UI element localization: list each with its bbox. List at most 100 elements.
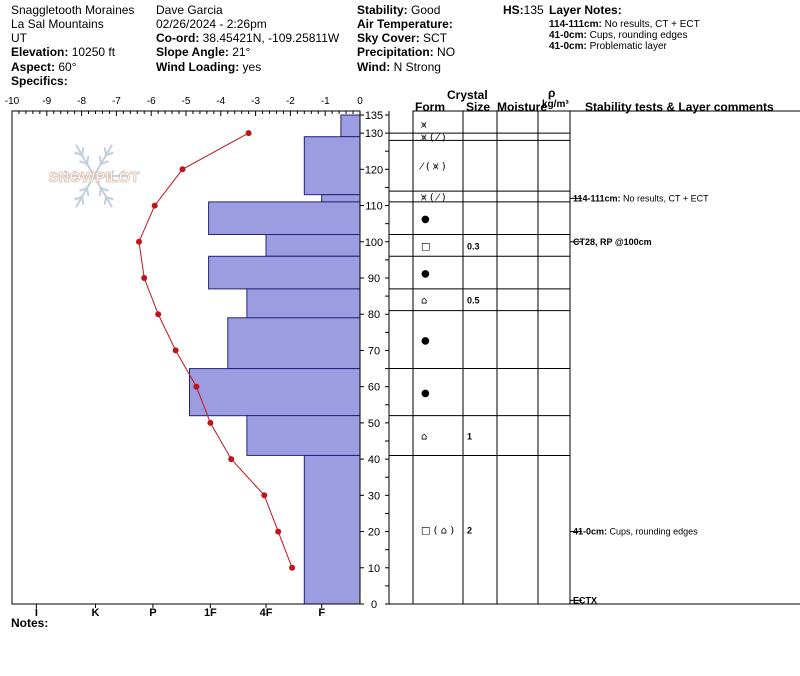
flake-branch [98, 155, 102, 165]
temp-tick-label: -2 [286, 96, 295, 107]
hardness-bar [208, 201, 361, 235]
flake-branch [98, 187, 102, 197]
stability: Stability: Good [357, 3, 441, 17]
flake-branch [63, 175, 71, 182]
flake-branch [63, 170, 71, 177]
coordinates: Co-ord: 38.45421N, -109.25811W [156, 31, 340, 45]
height-tick-label: 0 [371, 599, 377, 611]
hardness-bar [340, 114, 361, 138]
temp-tick-label: -1 [321, 96, 330, 107]
temperature-point [193, 383, 200, 390]
height-tick-label: 90 [368, 273, 380, 285]
location-name: Snaggletooth Moraines [11, 3, 135, 17]
flake-branch [74, 151, 83, 157]
crystal-form: ⁄ ( ⩙ ) [419, 162, 446, 173]
temperature-point [207, 419, 214, 426]
flake-arm [75, 144, 95, 177]
flake-branch [73, 170, 81, 177]
wind-loading: Wind Loading: yes [156, 60, 262, 74]
hardness-label: I [35, 607, 38, 619]
date-time: 02/26/2024 - 2:26pm [156, 17, 267, 31]
crystal-form: ⌂ [421, 296, 427, 307]
layer-notes-title: Layer Notes: [549, 3, 622, 17]
crystal-form: □ ( ⌂ ) [421, 526, 454, 537]
temp-tick-label: -5 [182, 96, 191, 107]
hardness-label: 1F [204, 607, 217, 619]
hardness-bar [246, 288, 361, 319]
flake-branch [103, 147, 107, 156]
flake-branch [81, 196, 85, 205]
slope-angle: Slope Angle: 21° [156, 45, 251, 59]
crystal-form: □ [421, 241, 430, 252]
temp-tick-label: -10 [5, 96, 20, 107]
flake-branch [79, 160, 88, 165]
temperature-point [289, 564, 296, 571]
height-tick-label: 80 [368, 309, 380, 321]
hardness-bar [303, 136, 361, 196]
temperature-point [179, 166, 186, 173]
height-tick-label: 40 [368, 454, 380, 466]
temperature-point [245, 130, 252, 137]
hardness-bar [265, 234, 361, 257]
height-tick-label: 60 [368, 382, 380, 394]
height-tick-label: 110 [365, 201, 383, 213]
state: UT [11, 31, 27, 45]
layer-note: 41-0cm: Cups, rounding edges [549, 30, 688, 41]
flake-branch [79, 187, 88, 192]
height-tick-label: 20 [368, 527, 380, 539]
hardness-label: 4F [260, 607, 273, 619]
crystal-form: ● [421, 388, 430, 399]
flake-branch [86, 155, 90, 165]
height-tick-label: 30 [368, 490, 380, 502]
size-header: Size [466, 100, 491, 114]
wind: Wind: N Strong [357, 60, 441, 74]
layer-table-frame [412, 110, 571, 605]
temp-tick-label: -9 [42, 96, 51, 107]
stability-comments-header: Stability tests & Layer comments [585, 100, 774, 114]
flake-branch [73, 175, 81, 182]
height-tick-label: 120 [365, 164, 383, 176]
temp-tick-label: -6 [147, 96, 156, 107]
elevation: Elevation: 10250 ft [11, 45, 116, 59]
hardness-bar [189, 368, 361, 417]
hardness-bar [208, 255, 361, 290]
flake-branch [117, 170, 125, 177]
temperature-point [141, 275, 148, 281]
temp-tick-label: -3 [251, 96, 260, 107]
hardness-bar [321, 194, 361, 203]
crystal-size: 2 [467, 526, 472, 536]
precipitation: Precipitation: NO [357, 45, 456, 59]
flake-arm [93, 144, 113, 177]
snowpilot-watermark: SNOWPILOT [48, 144, 140, 208]
flake-branch [105, 195, 114, 201]
height-tick-label: 100 [365, 237, 383, 249]
sky-cover: Sky Cover: SCT [357, 31, 448, 45]
hardness-bar [227, 317, 361, 369]
density-unit: kg/m³ [542, 99, 569, 110]
form-header: Form [415, 100, 445, 114]
temperature-point [172, 347, 179, 354]
flake-branch [107, 170, 115, 177]
crystal-form: ⩙ ( ⁄ ) [421, 193, 446, 204]
specifics: Specifics: [11, 74, 68, 88]
height-tick-label: 70 [368, 345, 380, 357]
flake-branch [74, 195, 83, 201]
temp-tick-label: -4 [216, 96, 225, 107]
temperature-point [275, 528, 282, 535]
comment-text: ECTX [573, 595, 597, 605]
layer-note: 114-111cm: No results, CT + ECT [549, 19, 700, 30]
layer-note: 41-0cm: Problematic layer [549, 41, 667, 52]
flake-branch [105, 151, 114, 157]
comment-text: 41-0cm: Cups, rounding edges [573, 527, 698, 537]
comment-text: 114-111cm: No results, CT + ECT [573, 193, 709, 203]
height-tick-label: 135 [365, 110, 383, 122]
temperature-point [155, 311, 162, 318]
flake-branch [107, 175, 115, 182]
crystal-size: 0.5 [467, 296, 480, 306]
flake-branch [103, 196, 107, 205]
flake-branch [100, 160, 109, 165]
observer: Dave Garcia [156, 3, 223, 17]
crystal-size: 0.3 [467, 241, 480, 251]
hardness-bar [246, 415, 361, 456]
